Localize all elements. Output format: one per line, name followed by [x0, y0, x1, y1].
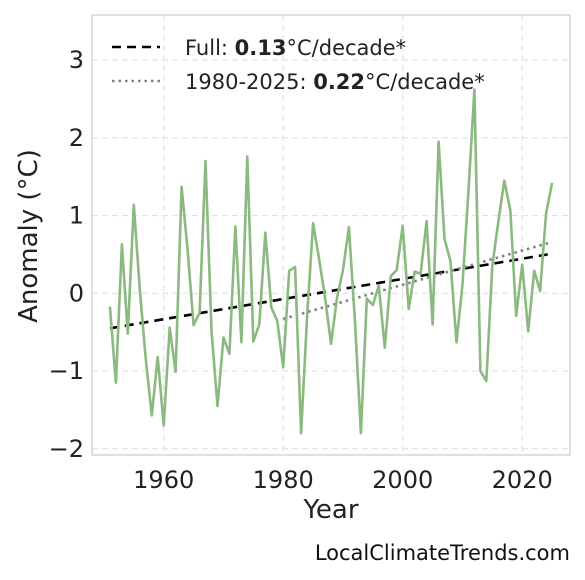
legend-full-trend-label: Full: 0.13°C/decade* — [185, 36, 406, 60]
y-axis-label: Anomaly (°C) — [14, 149, 44, 323]
x-tick-label: 1980 — [253, 466, 314, 494]
y-tick-label: 3 — [69, 46, 84, 74]
series-layer — [108, 88, 554, 435]
x-tick-label: 2000 — [372, 466, 433, 494]
x-tick-label: 1960 — [133, 466, 194, 494]
y-tick-label: 0 — [69, 279, 84, 307]
legend-recent-trend-label: 1980-2025: 0.22°C/decade* — [185, 70, 485, 94]
tick-labels: 1960 1980 2000 2020 −2 −1 0 1 2 3 — [49, 46, 553, 494]
anomaly-series-line — [108, 88, 554, 435]
trend-lines — [109, 240, 553, 330]
x-tick-label: 2020 — [492, 466, 553, 494]
x-axis-label: Year — [302, 495, 358, 525]
y-tick-label: −2 — [49, 435, 84, 463]
y-tick-label: 1 — [69, 202, 84, 230]
y-tick-label: −1 — [49, 357, 84, 385]
plot-frame — [91, 14, 571, 456]
recent-trend-line — [282, 240, 553, 321]
legend: Full: 0.13°C/decade* 1980-2025: 0.22°C/d… — [112, 36, 485, 94]
watermark: LocalClimateTrends.com — [315, 541, 570, 565]
y-tick-label: 2 — [69, 124, 84, 152]
